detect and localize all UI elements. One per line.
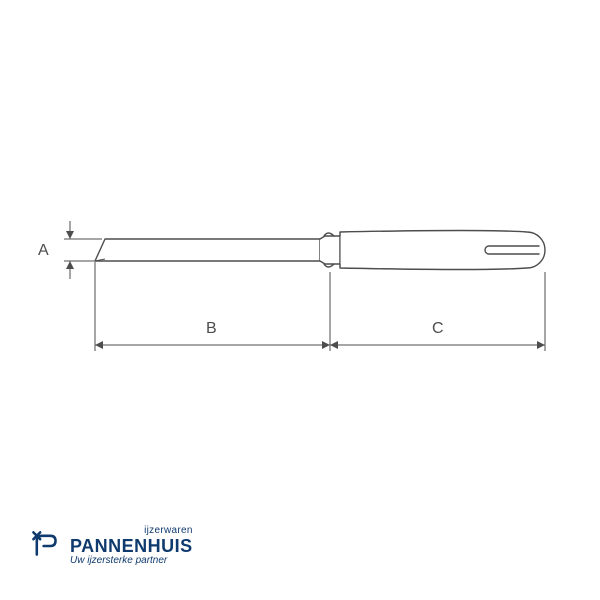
dimension-label-b: B — [206, 320, 217, 338]
logo-tagline: Uw ijzersterke partner — [70, 556, 193, 566]
chisel-outline — [95, 231, 545, 270]
diagram-canvas — [0, 0, 600, 600]
dimension-label-a: A — [38, 242, 49, 260]
logo-small-text: ijzerwaren — [70, 526, 193, 536]
dimension-label-c: C — [432, 320, 444, 338]
brand-logo: ijzerwaren PANNENHUIS Uw ijzersterke par… — [30, 526, 193, 566]
logo-big-text: PANNENHUIS — [70, 537, 193, 555]
logo-mark-icon — [30, 529, 64, 563]
